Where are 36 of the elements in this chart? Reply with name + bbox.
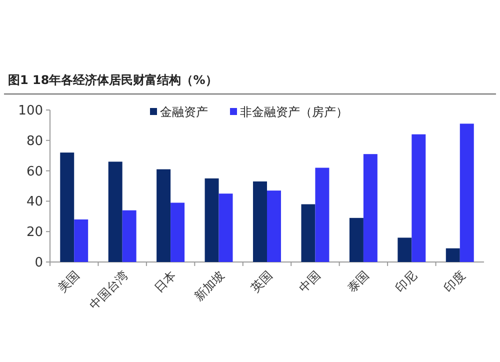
x-tick-label: 中国台湾 <box>86 268 130 312</box>
bar <box>253 181 267 262</box>
y-tick-label: 20 <box>26 225 43 240</box>
x-tick-label: 美国 <box>55 268 82 296</box>
bar <box>170 202 185 262</box>
bar <box>349 218 364 262</box>
y-tick-label: 80 <box>26 134 43 149</box>
x-tick-label: 印尼 <box>392 268 420 296</box>
bar <box>446 248 460 262</box>
bar <box>460 124 474 262</box>
y-tick-label: 60 <box>26 164 43 180</box>
bar <box>204 178 219 262</box>
x-tick-label: 日本 <box>152 268 179 296</box>
bar <box>108 162 122 262</box>
bar <box>315 168 330 262</box>
bar <box>267 190 281 262</box>
legend-label: 非金融资产（房产） <box>240 105 348 119</box>
x-tick-label: 新加坡 <box>192 268 227 304</box>
bar <box>398 238 412 262</box>
legend-label: 金融资产 <box>160 105 208 119</box>
x-tick-label: 中国 <box>296 268 324 296</box>
x-tick-label: 泰国 <box>344 268 372 296</box>
bar <box>60 152 74 262</box>
chart-title: 图1 18年各经济体居民财富结构（%） <box>8 73 218 87</box>
x-tick-label: 印度 <box>441 268 468 296</box>
y-tick-label: 0 <box>34 256 43 270</box>
bar <box>363 154 378 262</box>
bar <box>412 134 426 262</box>
bar <box>218 194 233 262</box>
bar <box>74 219 88 262</box>
x-tick-label: 英国 <box>248 268 276 296</box>
bar <box>156 169 171 262</box>
y-tick-label: 40 <box>26 194 43 210</box>
bar <box>301 204 316 262</box>
y-tick-label: 100 <box>18 104 43 118</box>
bar <box>122 210 136 262</box>
